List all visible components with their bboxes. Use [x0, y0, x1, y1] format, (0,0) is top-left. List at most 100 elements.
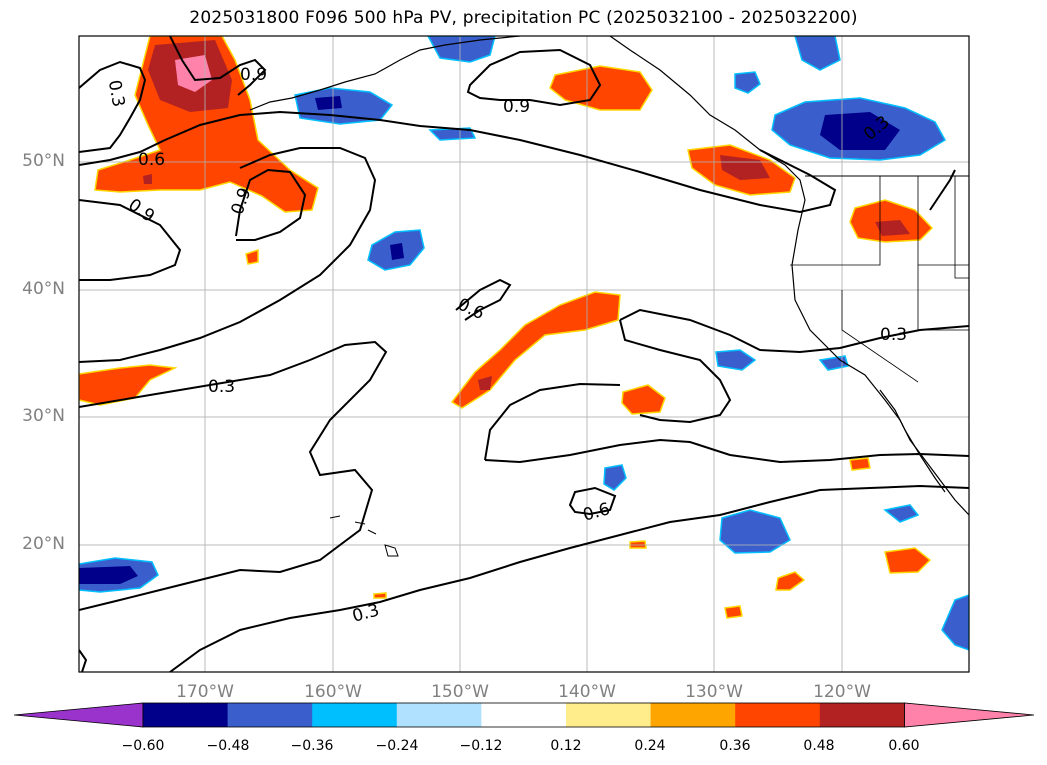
contour-label: 0.3: [208, 377, 235, 397]
colorbar-tick-label: −0.24: [375, 738, 419, 754]
lon-label: 130°W: [685, 682, 743, 702]
contour-label: 0.6: [454, 295, 487, 325]
contour-line: [466, 48, 602, 107]
colorbar: [13, 702, 1035, 728]
state-border-5: [954, 176, 969, 279]
contour-label: 0.9: [503, 97, 530, 117]
warm-blob-small-4: [849, 457, 871, 471]
contour-label: 0.3: [350, 600, 381, 626]
panhandle-coast: [609, 36, 806, 201]
baja-coast: [879, 389, 946, 493]
colorbar-tick-label: 0.60: [888, 738, 920, 754]
contour-line: [619, 319, 732, 424]
map-frame: [78, 35, 970, 673]
colorbar-outline: [142, 702, 905, 728]
contour-label: 0.6: [138, 150, 165, 170]
lon-label: 150°W: [431, 682, 489, 702]
state-border-1: [790, 176, 881, 266]
cold-blob-edge: [941, 594, 969, 651]
contour-label: 0.3: [880, 325, 907, 345]
lat-label: 30°N: [22, 406, 65, 426]
warm-core-coast: [720, 155, 770, 180]
warm-blob-small-5: [724, 605, 743, 619]
contour-line: [79, 60, 147, 153]
lat-label: 40°N: [22, 279, 65, 299]
cold-blob-small-1: [603, 464, 627, 491]
warm-streak-center: [450, 291, 621, 409]
warm-core-us: [875, 220, 910, 236]
colorbar-tick-label: −0.60: [121, 738, 165, 754]
state-border-2: [917, 176, 969, 331]
colorbar-segment: [481, 703, 567, 727]
hawaii-islands: [329, 515, 399, 557]
contour-line: [929, 169, 956, 211]
shaded-fields: [79, 36, 969, 651]
cold-core-ne: [820, 112, 900, 150]
contour-line: [79, 340, 388, 611]
lon-label: 170°W: [176, 682, 234, 702]
colorbar-tick-label: 0.12: [550, 738, 582, 754]
cold-blob-small-2: [715, 349, 757, 371]
colorbar-segment: [396, 703, 482, 727]
colorbar-segment: [143, 703, 229, 727]
cold-blob-top: [427, 36, 496, 63]
cold-blob-top-right: [794, 36, 841, 71]
west-coast: [791, 199, 969, 516]
colorbar-tick-label: 0.36: [719, 738, 751, 754]
contour-line: [235, 168, 307, 241]
contour-line: [484, 438, 969, 464]
contour-line: [484, 382, 621, 461]
contour-line: [79, 110, 837, 214]
warm-core-center: [478, 376, 492, 390]
contour-line: [79, 649, 88, 672]
gridlines: [79, 36, 969, 672]
coastlines: [249, 36, 969, 557]
cold-blob-se: [719, 509, 791, 554]
cold-blob-small-5: [883, 504, 920, 523]
lon-label: 140°W: [558, 682, 616, 702]
contour-line: [79, 147, 377, 363]
colorbar-extend-max: [904, 702, 1035, 728]
state-border-4: [841, 290, 919, 383]
colorbar-segment: [735, 703, 821, 727]
contour-label: 0.3: [104, 79, 128, 109]
contour-line: [169, 484, 969, 672]
lat-label: 20°N: [22, 534, 65, 554]
contour-line: [568, 486, 617, 516]
colorbar-segment: [819, 703, 905, 727]
contour-label: 0.6: [581, 499, 612, 525]
colorbar-segment: [227, 703, 313, 727]
alaska-coast: [249, 36, 521, 111]
warm-blob-small-3: [775, 571, 806, 591]
colorbar-tick-label: 0.24: [634, 738, 666, 754]
warm-blob-small-2: [884, 547, 932, 574]
colorbar-tick-label: 0.48: [803, 738, 835, 754]
contour-line: [455, 278, 512, 321]
contour-line: [169, 36, 267, 96]
warm-blob-small-1: [621, 384, 666, 415]
contour-line: [619, 308, 969, 354]
lat-label: 50°N: [22, 151, 65, 171]
colorbar-segment: [650, 703, 736, 727]
cold-blob-small-3: [734, 71, 761, 94]
colorbar-segment: [312, 703, 398, 727]
cold-core-sw: [79, 566, 138, 584]
warm-blob-west: [79, 364, 178, 406]
pv-contours: [79, 36, 969, 672]
contour-label: 0.9: [240, 65, 267, 85]
lon-label: 120°W: [813, 682, 871, 702]
warm-blob-ne: [549, 65, 653, 111]
contour-line: [79, 199, 182, 281]
warm-core-small: [143, 174, 152, 184]
warm-blob-small-8: [373, 592, 387, 599]
map-title: 2025031800 F096 500 hPa PV, precipitatio…: [189, 8, 858, 28]
colorbar-segment: [566, 703, 652, 727]
colorbar-extend-min: [13, 702, 144, 728]
lon-label: 160°W: [304, 682, 362, 702]
colorbar-tick-label: −0.12: [459, 738, 503, 754]
cold-blob-small-4: [818, 355, 849, 371]
cold-core-alaska: [315, 96, 342, 110]
warm-blob-small-7: [245, 248, 259, 265]
colorbar-tick-label: −0.48: [206, 738, 250, 754]
